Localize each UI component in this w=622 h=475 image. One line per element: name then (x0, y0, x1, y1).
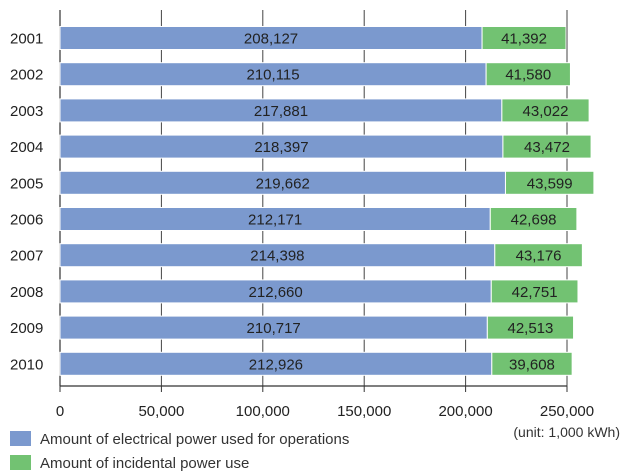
x-tick-label: 0 (56, 403, 64, 420)
category-label: 2007 (10, 248, 43, 265)
x-tick-label: 100,000 (236, 403, 290, 420)
bar-incidental-label: 41,392 (501, 31, 547, 48)
category-label: 2002 (10, 67, 43, 84)
bar-incidental-label: 42,513 (507, 320, 553, 337)
bar-incidental-label: 43,176 (516, 248, 562, 265)
legend-label: Amount of incidental power use (40, 455, 249, 472)
category-label: 2006 (10, 212, 43, 229)
category-label: 2010 (10, 356, 43, 373)
legend-label: Amount of electrical power used for oper… (40, 431, 349, 448)
legend-swatch (10, 431, 31, 446)
bars: 208,127 41,392 210,115 41,580 217,881 43,022 2… (59, 26, 595, 376)
category-label: 2005 (10, 175, 43, 192)
bar-incidental-label: 42,751 (512, 284, 558, 301)
bar-operations-label: 212,171 (248, 212, 302, 229)
bar-incidental (489, 207, 578, 231)
bar-incidental-label: 41,580 (505, 67, 551, 84)
legend-swatch (10, 455, 31, 470)
category-label: 2009 (10, 320, 43, 337)
bar-operations-label: 208,127 (244, 31, 298, 48)
bar-incidental (494, 243, 583, 268)
bar-operations-label: 210,717 (247, 320, 301, 337)
bar-operations-label: 210,115 (247, 67, 300, 84)
legend: Amount of electrical power used for oper… (10, 431, 349, 472)
bar-incidental (502, 134, 592, 159)
bar-incidental (486, 315, 575, 340)
x-tick-label: 150,000 (337, 403, 391, 420)
bar-operations-label: 218,397 (254, 139, 308, 156)
bar-incidental-label: 43,022 (523, 103, 569, 120)
bar-incidental (490, 279, 579, 304)
category-labels: 2001 2002 2003 2004 2005 2006 2007 2008 2009 2010 (10, 31, 43, 374)
bar-operations-label: 212,660 (249, 284, 303, 301)
bar-incidental-label: 39,608 (509, 356, 555, 373)
category-label: 2003 (10, 103, 43, 120)
x-axis: 0 50,000 100,000 150,000 200,000 250,000 (56, 385, 594, 420)
bar-incidental-label: 42,698 (511, 212, 557, 229)
x-tick-label: 50,000 (138, 403, 184, 420)
bar-incidental (491, 351, 573, 376)
bar-incidental (504, 170, 595, 195)
unit-label: (unit: 1,000 kWh) (513, 424, 620, 440)
x-tick-label: 200,000 (438, 403, 492, 420)
bar-incidental (481, 26, 567, 50)
bar-operations-label: 212,926 (249, 356, 303, 373)
bar-operations-label: 219,662 (256, 175, 310, 192)
bar-incidental (485, 62, 571, 87)
bar-operations-label: 217,881 (254, 103, 308, 120)
category-label: 2001 (10, 31, 43, 48)
category-label: 2004 (10, 139, 43, 156)
bar-incidental-label: 43,599 (527, 175, 573, 192)
x-tick-label: 250,000 (540, 403, 594, 420)
bar-operations-label: 214,398 (250, 248, 304, 265)
category-label: 2008 (10, 284, 43, 301)
bar-incidental (501, 98, 590, 123)
bar-incidental-label: 43,472 (524, 139, 570, 156)
